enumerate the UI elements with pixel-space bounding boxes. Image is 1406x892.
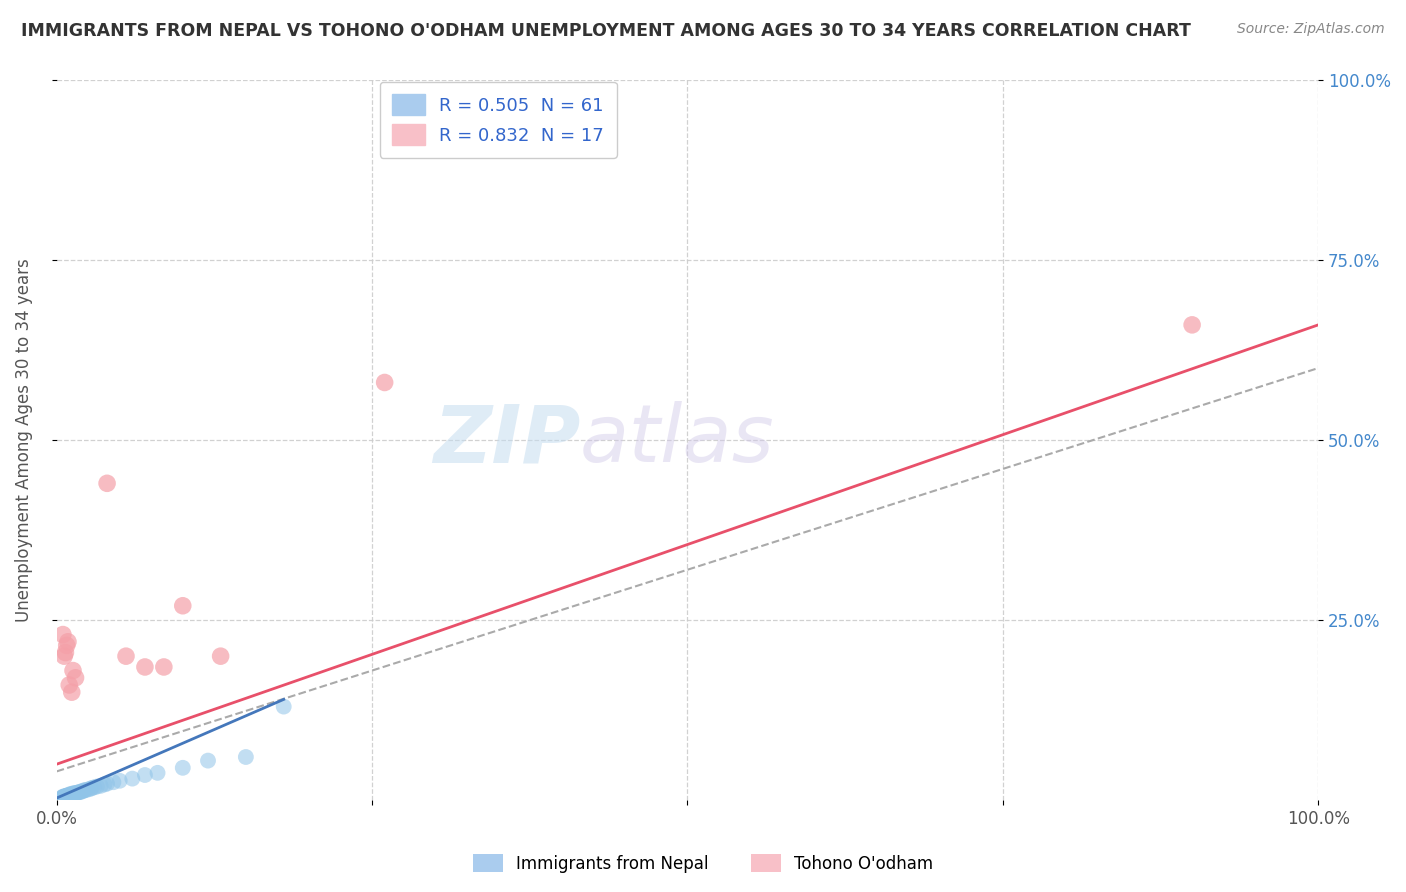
- Point: [63, 786, 86, 800]
- Point: [55, 790, 77, 805]
- Point: [70, 784, 93, 798]
- Point: [65, 786, 87, 800]
- Point: [134, 660, 156, 674]
- Point: [134, 768, 156, 782]
- Point: [209, 649, 232, 664]
- Point: [59, 788, 82, 802]
- Point: [83, 780, 105, 795]
- Point: [197, 754, 219, 768]
- Point: [60, 788, 83, 802]
- Point: [65, 671, 87, 685]
- Point: [56, 788, 79, 802]
- Point: [60, 787, 83, 801]
- Point: [172, 599, 194, 613]
- Point: [115, 649, 138, 664]
- Point: [66, 786, 89, 800]
- Point: [53, 790, 76, 805]
- Point: [55, 789, 77, 804]
- Point: [52, 790, 75, 805]
- Point: [58, 788, 80, 802]
- Point: [52, 790, 75, 805]
- Point: [56, 634, 79, 648]
- Point: [53, 789, 76, 804]
- Point: [55, 789, 77, 803]
- Point: [374, 376, 396, 390]
- Point: [55, 639, 77, 653]
- Point: [103, 775, 125, 789]
- Point: [52, 791, 75, 805]
- Point: [52, 790, 75, 805]
- Point: [65, 787, 87, 801]
- Point: [52, 791, 75, 805]
- Point: [55, 789, 77, 804]
- Point: [55, 646, 77, 660]
- Point: [69, 784, 91, 798]
- Point: [235, 750, 257, 764]
- Point: [53, 789, 76, 804]
- Point: [172, 761, 194, 775]
- Point: [96, 476, 118, 491]
- Legend: R = 0.505  N = 61, R = 0.832  N = 17: R = 0.505 N = 61, R = 0.832 N = 17: [380, 82, 617, 158]
- Point: [273, 699, 295, 714]
- Point: [52, 791, 75, 805]
- Point: [52, 791, 75, 805]
- Point: [75, 783, 97, 797]
- Point: [58, 789, 80, 803]
- Point: [58, 789, 80, 803]
- Point: [77, 782, 100, 797]
- Point: [52, 789, 75, 804]
- Point: [80, 780, 103, 795]
- Point: [62, 788, 84, 802]
- Point: [58, 678, 80, 692]
- Point: [52, 791, 75, 805]
- Point: [108, 773, 131, 788]
- Point: [73, 783, 96, 797]
- Text: atlas: atlas: [581, 401, 775, 479]
- Point: [55, 789, 77, 803]
- Y-axis label: Unemployment Among Ages 30 to 34 years: Unemployment Among Ages 30 to 34 years: [15, 258, 32, 622]
- Point: [60, 685, 83, 699]
- Text: ZIP: ZIP: [433, 401, 581, 479]
- Text: IMMIGRANTS FROM NEPAL VS TOHONO O'ODHAM UNEMPLOYMENT AMONG AGES 30 TO 34 YEARS C: IMMIGRANTS FROM NEPAL VS TOHONO O'ODHAM …: [21, 22, 1191, 40]
- Point: [53, 790, 76, 805]
- Point: [58, 788, 80, 802]
- Point: [56, 789, 79, 804]
- Point: [72, 784, 94, 798]
- Point: [93, 777, 115, 791]
- Point: [63, 788, 86, 802]
- Point: [146, 765, 169, 780]
- Point: [52, 627, 75, 641]
- Point: [121, 772, 143, 786]
- Point: [62, 664, 84, 678]
- Point: [90, 779, 112, 793]
- Point: [153, 660, 176, 674]
- Point: [79, 781, 101, 796]
- Point: [59, 788, 82, 802]
- Text: Source: ZipAtlas.com: Source: ZipAtlas.com: [1237, 22, 1385, 37]
- Point: [53, 649, 76, 664]
- Point: [1181, 318, 1204, 332]
- Point: [86, 780, 108, 794]
- Point: [52, 791, 75, 805]
- Legend: Immigrants from Nepal, Tohono O'odham: Immigrants from Nepal, Tohono O'odham: [467, 847, 939, 880]
- Point: [55, 789, 77, 803]
- Point: [67, 785, 90, 799]
- Point: [67, 785, 90, 799]
- Point: [62, 787, 84, 801]
- Point: [96, 777, 118, 791]
